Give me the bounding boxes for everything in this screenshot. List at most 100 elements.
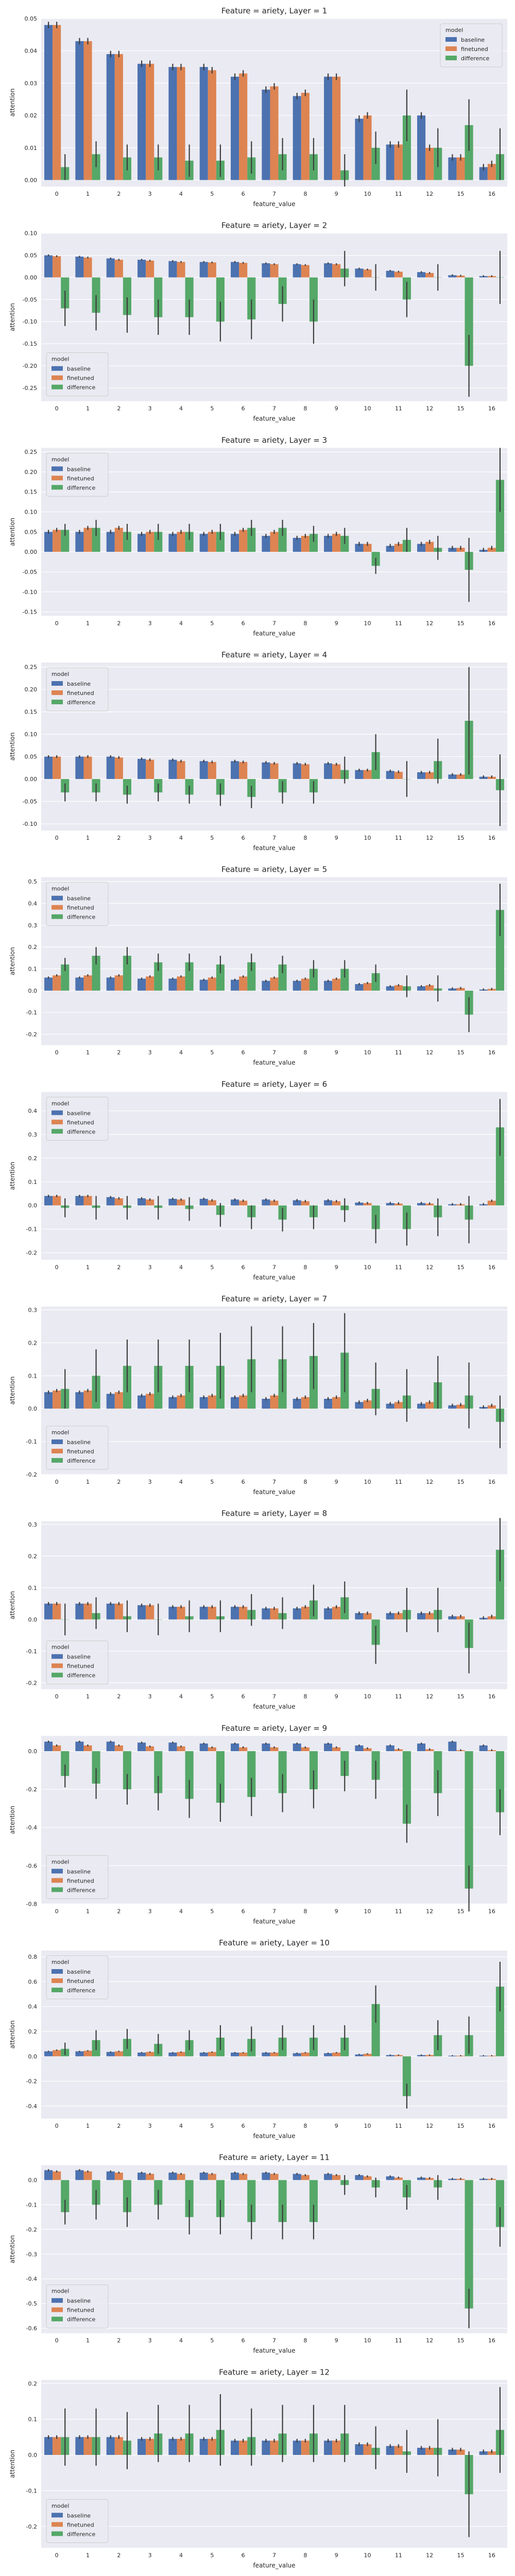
chart-panel-4: -0.10 -0.05 0.00 0.05 0.10 0.15 0.20 0.25 Featur… xyxy=(9,650,507,852)
y-tick-label: -0.05 xyxy=(23,799,37,805)
y-tick-label: -0.3 xyxy=(26,2251,37,2258)
y-tick-label: -0.2 xyxy=(26,1031,37,1038)
bar-baseline xyxy=(44,1392,53,1409)
bar-baseline xyxy=(262,2173,270,2180)
x-tick-label: 10 xyxy=(364,405,371,412)
x-tick-label: 7 xyxy=(272,1479,276,1485)
y-tick-label: 0.3 xyxy=(28,1307,38,1313)
y-axis-label: attention xyxy=(9,89,16,117)
legend-swatch-difference xyxy=(52,700,63,705)
bar-finetuned xyxy=(83,1745,92,1751)
x-tick-label: 16 xyxy=(488,405,495,412)
x-tick-label: 2 xyxy=(117,191,121,197)
bar-baseline xyxy=(199,1397,208,1409)
x-tick-label: 1 xyxy=(86,2337,90,2344)
legend: model baseline finetuned difference xyxy=(46,1955,109,1999)
bar-finetuned xyxy=(83,975,92,991)
bar-finetuned xyxy=(270,86,279,180)
y-tick-label: 0.10 xyxy=(25,509,38,516)
x-tick-label: 5 xyxy=(210,2337,214,2344)
bar-finetuned xyxy=(456,1404,465,1409)
y-axis-label: attention xyxy=(9,733,16,761)
chart-title: Feature = ariety, Layer = 10 xyxy=(219,1938,330,1947)
y-tick-label: 0.0 xyxy=(28,988,38,994)
x-tick-label: 1 xyxy=(86,1049,90,1056)
bar-finetuned xyxy=(83,257,92,278)
bar-difference xyxy=(123,2180,131,2212)
bar-finetuned xyxy=(177,1606,185,1620)
x-tick-label: 3 xyxy=(148,2337,152,2344)
x-tick-label: 15 xyxy=(457,2552,465,2558)
legend-label-baseline: baseline xyxy=(67,895,91,902)
x-tick-label: 4 xyxy=(179,620,183,626)
bar-baseline xyxy=(106,258,115,278)
legend-label-difference: difference xyxy=(67,2531,95,2537)
legend-label-baseline: baseline xyxy=(461,37,485,43)
axes-background xyxy=(41,2165,507,2333)
x-axis-label: feature_value xyxy=(253,1703,295,1710)
bar-finetuned xyxy=(83,1603,92,1620)
bar-finetuned xyxy=(53,256,61,278)
y-axis-label: attention xyxy=(9,518,16,546)
bar-finetuned xyxy=(239,73,248,180)
x-tick-label: 11 xyxy=(395,1693,402,1700)
x-tick-label: 8 xyxy=(303,1049,307,1056)
bar-baseline xyxy=(231,1199,239,1206)
bar-baseline xyxy=(355,984,364,991)
x-tick-label: 16 xyxy=(488,1908,495,1914)
legend-swatch-baseline xyxy=(52,366,63,371)
x-tick-label: 12 xyxy=(426,1264,433,1270)
bar-baseline xyxy=(386,1613,394,1620)
x-tick-label: 3 xyxy=(148,1908,152,1914)
x-tick-label: 6 xyxy=(242,191,245,197)
bar-finetuned xyxy=(239,976,248,991)
x-tick-label: 10 xyxy=(364,2123,371,2129)
x-tick-label: 4 xyxy=(179,405,183,412)
bar-finetuned xyxy=(363,2054,372,2057)
legend-label-finetuned: finetuned xyxy=(67,475,94,482)
bar-baseline xyxy=(262,1399,270,1409)
x-tick-label: 9 xyxy=(335,1264,338,1270)
bar-difference xyxy=(278,964,287,991)
y-tick-label: 0.2 xyxy=(28,1340,38,1346)
bar-difference xyxy=(185,277,194,317)
bar-baseline xyxy=(386,144,394,180)
legend: model baseline finetuned difference xyxy=(46,1426,109,1470)
bar-finetuned xyxy=(208,2438,216,2455)
y-tick-label: 0.1 xyxy=(28,1179,38,1185)
bar-baseline xyxy=(138,63,146,180)
legend-label-difference: difference xyxy=(67,1128,95,1135)
x-tick-label: 5 xyxy=(210,1049,214,1056)
y-tick-label: -0.6 xyxy=(26,1862,37,1869)
bar-finetuned xyxy=(239,1606,248,1620)
bar-finetuned xyxy=(53,975,61,991)
bar-finetuned xyxy=(177,1395,185,1409)
x-tick-label: 16 xyxy=(488,620,495,626)
y-tick-label: 0.3 xyxy=(28,1131,38,1138)
legend: model baseline finetuned difference xyxy=(46,452,109,497)
y-tick-label: 0.2 xyxy=(28,1553,38,1560)
bar-finetuned xyxy=(177,2438,185,2455)
bar-finetuned xyxy=(83,2050,92,2057)
bar-baseline xyxy=(138,534,146,552)
x-tick-label: 7 xyxy=(272,835,276,841)
bar-baseline xyxy=(417,272,426,278)
x-axis-label: feature_value xyxy=(253,415,295,422)
x-tick-label: 7 xyxy=(272,2337,276,2344)
bar-baseline xyxy=(324,980,333,991)
bar-finetuned xyxy=(239,530,248,552)
bar-baseline xyxy=(262,89,270,180)
bar-baseline xyxy=(324,536,333,552)
x-tick-label: 10 xyxy=(364,1479,371,1485)
bar-finetuned xyxy=(425,985,434,991)
legend-title: model xyxy=(52,356,69,363)
y-tick-label: -0.1 xyxy=(26,1226,37,1233)
bar-finetuned xyxy=(146,532,154,552)
legend-swatch-baseline xyxy=(52,1439,63,1445)
x-tick-label: 12 xyxy=(426,2123,433,2129)
bar-baseline xyxy=(168,1742,177,1751)
bar-baseline xyxy=(355,2054,364,2057)
bar-finetuned xyxy=(239,2174,248,2180)
bar-difference xyxy=(123,532,131,552)
bar-difference xyxy=(123,956,131,991)
